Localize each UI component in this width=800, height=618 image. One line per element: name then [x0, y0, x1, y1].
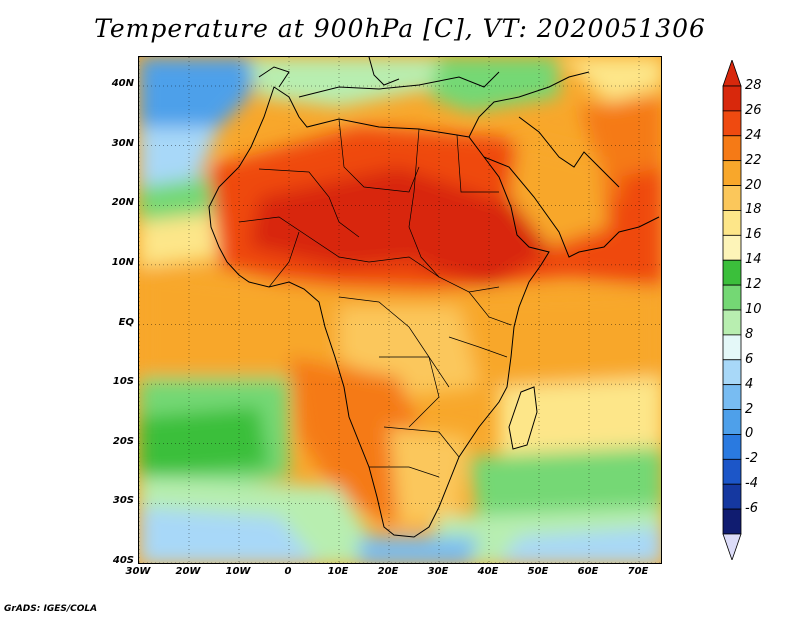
- colorbar-segment: [722, 384, 742, 410]
- map-title: Temperature at 900hPa [C], VT: 202005130…: [94, 14, 706, 43]
- coastlines: [208, 57, 660, 538]
- colorbar-segment: [722, 458, 742, 485]
- colorbar-label: 0: [745, 426, 754, 442]
- colorbar-segment: [722, 85, 742, 112]
- lon-label: 20E: [377, 566, 399, 577]
- colorbar-label: 10: [745, 302, 762, 317]
- lat-label: 40N: [111, 78, 134, 89]
- colorbar-label: 20: [745, 177, 762, 193]
- colorbar-segment: [722, 135, 742, 162]
- map-canvas: [139, 57, 661, 563]
- lat-label: 20S: [112, 435, 134, 447]
- colorbar-segment: [722, 483, 742, 510]
- colorbar-segment: [722, 110, 742, 137]
- lon-label: 40E: [477, 566, 499, 577]
- colorbar-label: 26: [745, 102, 762, 118]
- lon-label: 60E: [577, 566, 599, 577]
- colorbar-label: 4: [745, 376, 754, 392]
- temperature-map: [138, 56, 662, 564]
- graticule: [139, 57, 661, 563]
- colorbar-label: 24: [745, 127, 762, 143]
- colorbar-segment: [722, 259, 742, 286]
- lon-label: 70E: [627, 566, 649, 577]
- colorbar-label: 2: [745, 401, 754, 417]
- colorbar-label: 14: [745, 252, 762, 268]
- lon-label: 50E: [527, 566, 549, 577]
- colorbar-cap-bottom: [722, 533, 742, 560]
- lat-label: 20N: [111, 197, 134, 209]
- lat-label: 30S: [112, 495, 134, 507]
- lat-label: 10S: [112, 376, 134, 388]
- colorbar-label: 16: [745, 227, 762, 243]
- colorbar-label: 12: [745, 277, 762, 293]
- madagascar-outline: [508, 386, 538, 450]
- colorbar-segment: [722, 234, 742, 261]
- lon-label: 10E: [327, 566, 349, 577]
- colorbar-label: 6: [745, 351, 754, 367]
- colorbar-label: -4: [745, 476, 758, 492]
- lat-label: 40S: [112, 555, 134, 566]
- colorbar-label: 22: [745, 152, 762, 168]
- colorbar-segment: [722, 434, 742, 460]
- colorbar: [722, 60, 742, 560]
- colorbar-segment: [722, 284, 742, 311]
- colorbar-segment: [722, 409, 742, 435]
- colorbar-segment: [722, 359, 742, 386]
- colorbar-cap-top: [722, 60, 742, 87]
- lon-label: 30W: [125, 566, 151, 577]
- colorbar-segment: [722, 160, 742, 186]
- credit-text: GrADS: IGES/COLA: [4, 604, 98, 614]
- colorbar-label: -6: [745, 501, 758, 517]
- colorbar-segment: [722, 334, 742, 361]
- colorbar-segment: [722, 210, 742, 236]
- lon-label: 10W: [225, 566, 251, 577]
- colorbar-segment: [722, 508, 742, 535]
- lon-label: 20W: [175, 566, 201, 577]
- colorbar-segment: [722, 309, 742, 336]
- lat-label: 10N: [111, 256, 134, 268]
- lon-label: 30E: [427, 566, 449, 577]
- lon-label: 0: [284, 566, 292, 577]
- lat-label: EQ: [118, 316, 134, 328]
- colorbar-label: -2: [745, 451, 758, 467]
- colorbar-segment: [722, 185, 742, 211]
- lat-label: 30N: [111, 137, 134, 149]
- temperature-field: [139, 57, 661, 563]
- colorbar-label: 28: [745, 78, 762, 93]
- colorbar-label: 8: [745, 326, 754, 342]
- colorbar-label: 18: [745, 202, 762, 218]
